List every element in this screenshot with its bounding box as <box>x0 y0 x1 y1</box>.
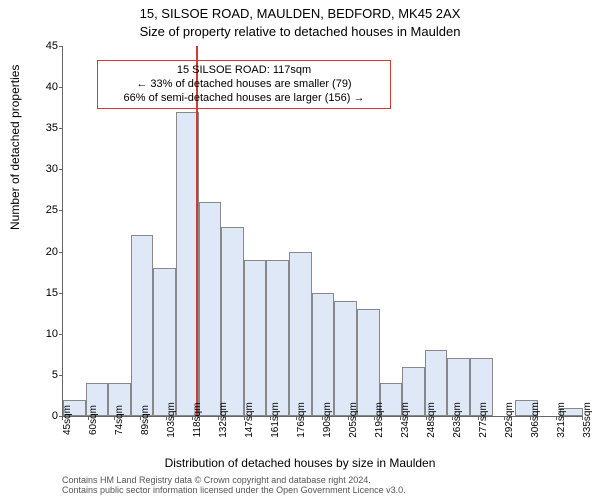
histogram-bar <box>266 260 289 416</box>
y-tick-label: 20 <box>38 246 58 258</box>
x-tick-mark <box>88 416 89 420</box>
histogram-bar <box>153 268 176 416</box>
y-tick-label: 0 <box>38 410 58 422</box>
y-tick-mark <box>59 375 62 376</box>
y-axis-label: Number of detached properties <box>8 65 22 230</box>
x-tick-label: 176sqm <box>296 402 307 438</box>
chart-title-line1: 15, SILSOE ROAD, MAULDEN, BEDFORD, MK45 … <box>0 6 600 21</box>
x-tick-label: 190sqm <box>322 402 333 438</box>
y-tick-mark <box>59 293 62 294</box>
y-tick-label: 25 <box>38 204 58 216</box>
histogram-bar <box>131 235 154 416</box>
x-tick-mark <box>140 416 141 420</box>
y-tick-mark <box>59 252 62 253</box>
x-tick-label: 45sqm <box>62 405 73 435</box>
x-tick-label: 60sqm <box>88 405 99 435</box>
y-tick-label: 35 <box>38 122 58 134</box>
y-tick-label: 30 <box>38 163 58 175</box>
plot-area: 15 SILSOE ROAD: 117sqm← 33% of detached … <box>62 46 583 417</box>
y-tick-mark <box>59 46 62 47</box>
y-tick-mark <box>59 210 62 211</box>
x-tick-label: 132sqm <box>218 402 229 438</box>
x-tick-mark <box>62 416 63 420</box>
annotation-box: 15 SILSOE ROAD: 117sqm← 33% of detached … <box>97 60 391 109</box>
histogram-bar <box>289 252 312 416</box>
x-tick-label: 147sqm <box>244 402 255 438</box>
x-axis-label: Distribution of detached houses by size … <box>0 456 600 470</box>
x-tick-label: 306sqm <box>530 402 541 438</box>
x-tick-mark <box>166 416 167 420</box>
y-tick-label: 5 <box>38 369 58 381</box>
x-tick-label: 103sqm <box>166 402 177 438</box>
y-tick-label: 40 <box>38 81 58 93</box>
annotation-line: 15 SILSOE ROAD: 117sqm <box>104 64 384 78</box>
x-tick-mark <box>374 416 375 420</box>
chart-title-line2: Size of property relative to detached ho… <box>0 24 600 39</box>
x-tick-label: 205sqm <box>348 402 359 438</box>
y-tick-label: 45 <box>38 40 58 52</box>
x-tick-label: 292sqm <box>504 402 515 438</box>
annotation-line: ← 33% of detached houses are smaller (79… <box>104 78 384 92</box>
x-tick-label: 335sqm <box>582 402 593 438</box>
attribution-line2: Contains public sector information licen… <box>62 485 406 495</box>
histogram-bar <box>357 309 380 416</box>
chart-container: 15, SILSOE ROAD, MAULDEN, BEDFORD, MK45 … <box>0 0 600 500</box>
y-tick-mark <box>59 334 62 335</box>
x-tick-label: 118sqm <box>192 403 203 438</box>
x-tick-mark <box>426 416 427 420</box>
x-tick-label: 234sqm <box>400 402 411 438</box>
x-tick-mark <box>452 416 453 420</box>
x-tick-mark <box>322 416 323 420</box>
histogram-bar <box>334 301 357 416</box>
x-tick-mark <box>114 416 115 420</box>
x-tick-mark <box>192 416 193 420</box>
x-tick-mark <box>530 416 531 420</box>
x-tick-label: 89sqm <box>140 405 151 435</box>
x-tick-mark <box>348 416 349 420</box>
x-tick-label: 321sqm <box>556 402 567 438</box>
x-tick-mark <box>400 416 401 420</box>
attribution-line1: Contains HM Land Registry data © Crown c… <box>62 475 406 485</box>
x-tick-label: 277sqm <box>478 402 489 438</box>
histogram-bar <box>221 227 244 416</box>
x-tick-label: 74sqm <box>114 405 125 435</box>
x-tick-mark <box>582 416 583 420</box>
x-tick-label: 161sqm <box>270 402 281 438</box>
y-tick-label: 10 <box>38 328 58 340</box>
y-tick-label: 15 <box>38 287 58 299</box>
histogram-bar <box>244 260 267 416</box>
x-tick-mark <box>556 416 557 420</box>
x-tick-mark <box>244 416 245 420</box>
x-tick-label: 219sqm <box>374 402 385 438</box>
x-tick-mark <box>270 416 271 420</box>
x-tick-mark <box>218 416 219 420</box>
x-tick-mark <box>478 416 479 420</box>
x-tick-label: 263sqm <box>452 402 463 438</box>
x-tick-label: 248sqm <box>426 402 437 438</box>
histogram-bar <box>312 293 335 416</box>
y-tick-mark <box>59 87 62 88</box>
annotation-line: 66% of semi-detached houses are larger (… <box>104 92 384 106</box>
attribution-text: Contains HM Land Registry data © Crown c… <box>62 475 406 496</box>
x-tick-mark <box>296 416 297 420</box>
y-tick-mark <box>59 169 62 170</box>
x-tick-mark <box>504 416 505 420</box>
histogram-bar <box>199 202 222 416</box>
y-tick-mark <box>59 128 62 129</box>
